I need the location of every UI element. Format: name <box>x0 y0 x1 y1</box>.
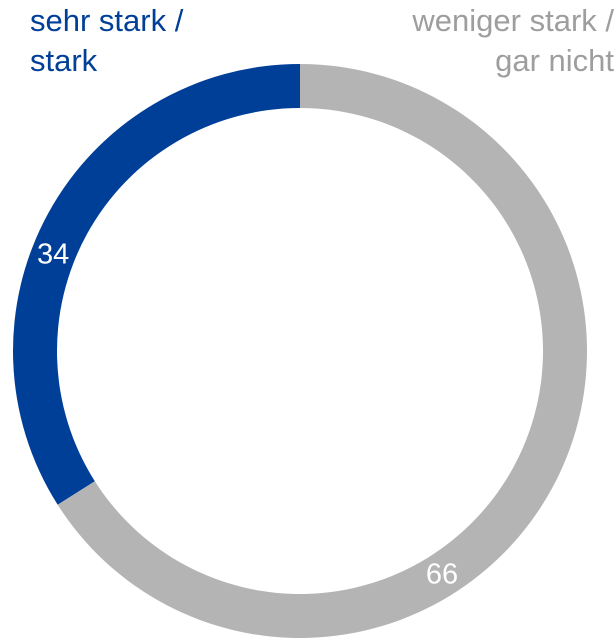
slice-value-label-2: 66 <box>426 559 458 591</box>
donut-slices <box>13 64 588 638</box>
legend-label-strong: sehr stark / stark <box>30 3 184 79</box>
legend-label-weak: weniger stark / gar nicht <box>412 3 614 79</box>
slice-value-label-1: 34 <box>37 239 69 271</box>
donut-slice-labels: 34 66 <box>37 239 458 591</box>
donut-slice-1 <box>13 64 301 505</box>
